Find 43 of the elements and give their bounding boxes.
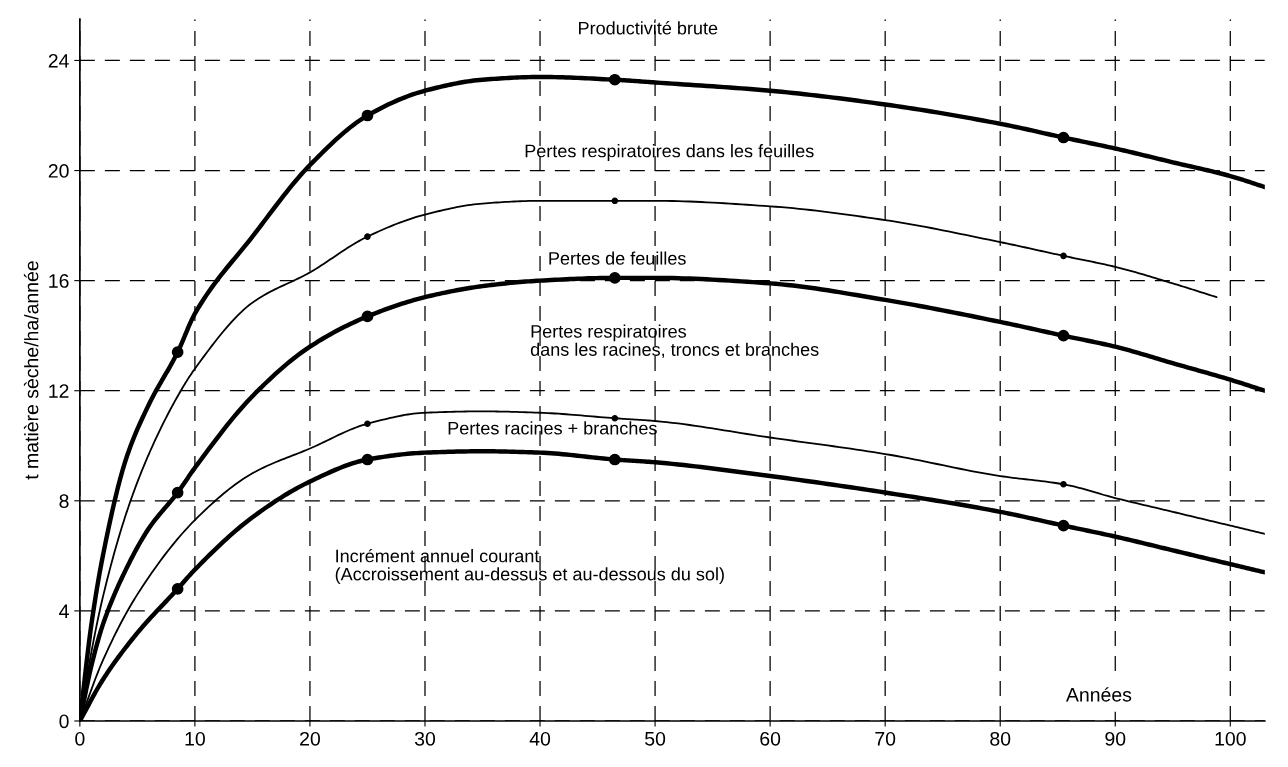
point [611, 197, 619, 205]
x-tick-label: 80 [990, 731, 1011, 746]
annotation: Productivité brute [579, 21, 718, 35]
x-axis-title: Années [1065, 687, 1132, 702]
annotation: Pertes respiratoires dans les racines, troncs et branches [530, 324, 819, 359]
point [364, 420, 371, 428]
annotation: Pertes racines + branches [448, 421, 657, 435]
point [361, 453, 374, 466]
x-tick-label: 30 [414, 731, 436, 746]
point [608, 453, 621, 466]
point [1060, 480, 1067, 488]
point [171, 346, 184, 359]
x-tick-label: 10 [185, 731, 205, 746]
x-tick-label: 20 [300, 731, 320, 746]
x-tick-label: 90 [1105, 731, 1126, 746]
x-tick-label: 50 [645, 731, 666, 746]
point [171, 583, 184, 595]
x-tick-label: 60 [760, 731, 781, 746]
y-tick-label: 16 [49, 274, 69, 288]
y-tick-label: 4 [59, 604, 69, 618]
point [171, 486, 184, 499]
annotation: Pertes de feuilles [549, 251, 686, 265]
y-tick-label: 24 [48, 53, 69, 68]
x-tick-label: 70 [875, 731, 896, 746]
y-tick-label: 0 [59, 714, 69, 729]
point [608, 73, 621, 86]
point [1057, 519, 1070, 532]
point [361, 109, 374, 122]
point [1060, 252, 1067, 260]
x-tick-label: 100 [1215, 731, 1246, 746]
y-tick-label: 20 [48, 164, 69, 178]
x-tick-label: 40 [529, 731, 551, 746]
y-tick-label: 12 [49, 384, 69, 398]
x-tick-label: 0 [75, 731, 85, 746]
point [361, 310, 374, 323]
annotation: Incrément annuel courant (Accroissement au-dessus et au-dessous du sol) [335, 548, 724, 585]
point [364, 233, 371, 240]
annotation: Pertes respiratoires dans les feuilles [525, 144, 814, 161]
y-tick-label: 8 [59, 494, 69, 509]
point [608, 272, 621, 284]
y-axis-title: t matière sèche/ha/année [23, 261, 39, 480]
point [1057, 131, 1070, 144]
point [1057, 329, 1070, 342]
